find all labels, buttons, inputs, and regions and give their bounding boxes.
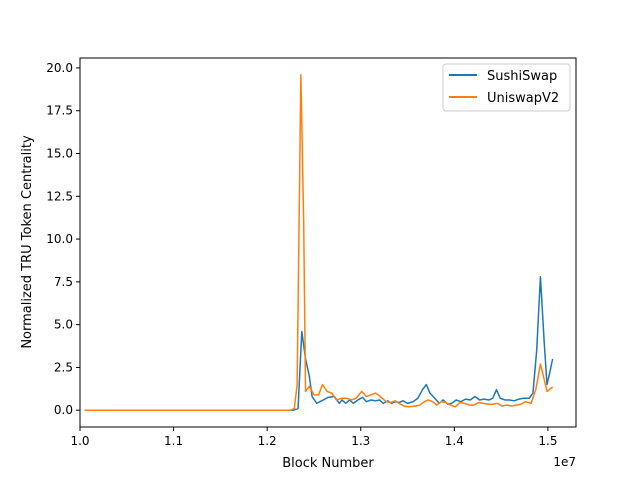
y-tick-label: 2.5 [54,360,73,374]
y-tick-label: 15.0 [46,147,73,161]
y-tick-label: 0.0 [54,403,73,417]
x-axis: 1.0 1.1 1.2 1.3 1.4 1.5 [70,427,557,448]
x-tick-label: 1.2 [258,434,277,448]
x-axis-label: Block Number [282,456,374,471]
y-tick-label: 17.5 [46,104,73,118]
y-tick-label: 20.0 [46,61,73,75]
x-tick-label: 1.5 [538,434,557,448]
y-axis: 0.0 2.5 5.0 7.5 10.0 12.5 15.0 17.5 20.0 [46,61,80,417]
x-axis-offset-label: 1e7 [553,455,576,469]
x-tick-label: 1.0 [70,434,89,448]
legend: SushiSwap UniswapV2 [442,63,571,112]
y-tick-label: 12.5 [46,189,73,203]
y-axis-label: Normalized TRU Token Centrality [20,135,35,349]
legend-label-uniswapv2: UniswapV2 [487,91,559,106]
series-line-sushiswap [84,275,554,411]
series-line-uniswapv2 [84,74,554,411]
y-tick-label: 5.0 [54,318,73,332]
legend-label-sushiswap: SushiSwap [487,69,557,84]
x-tick-label: 1.4 [445,434,464,448]
series-layer [84,74,554,411]
x-tick-label: 1.1 [164,434,183,448]
y-tick-label: 7.5 [54,275,73,289]
x-tick-label: 1.3 [351,434,370,448]
y-tick-label: 10.0 [46,232,73,246]
plot-area-frame [79,57,577,428]
